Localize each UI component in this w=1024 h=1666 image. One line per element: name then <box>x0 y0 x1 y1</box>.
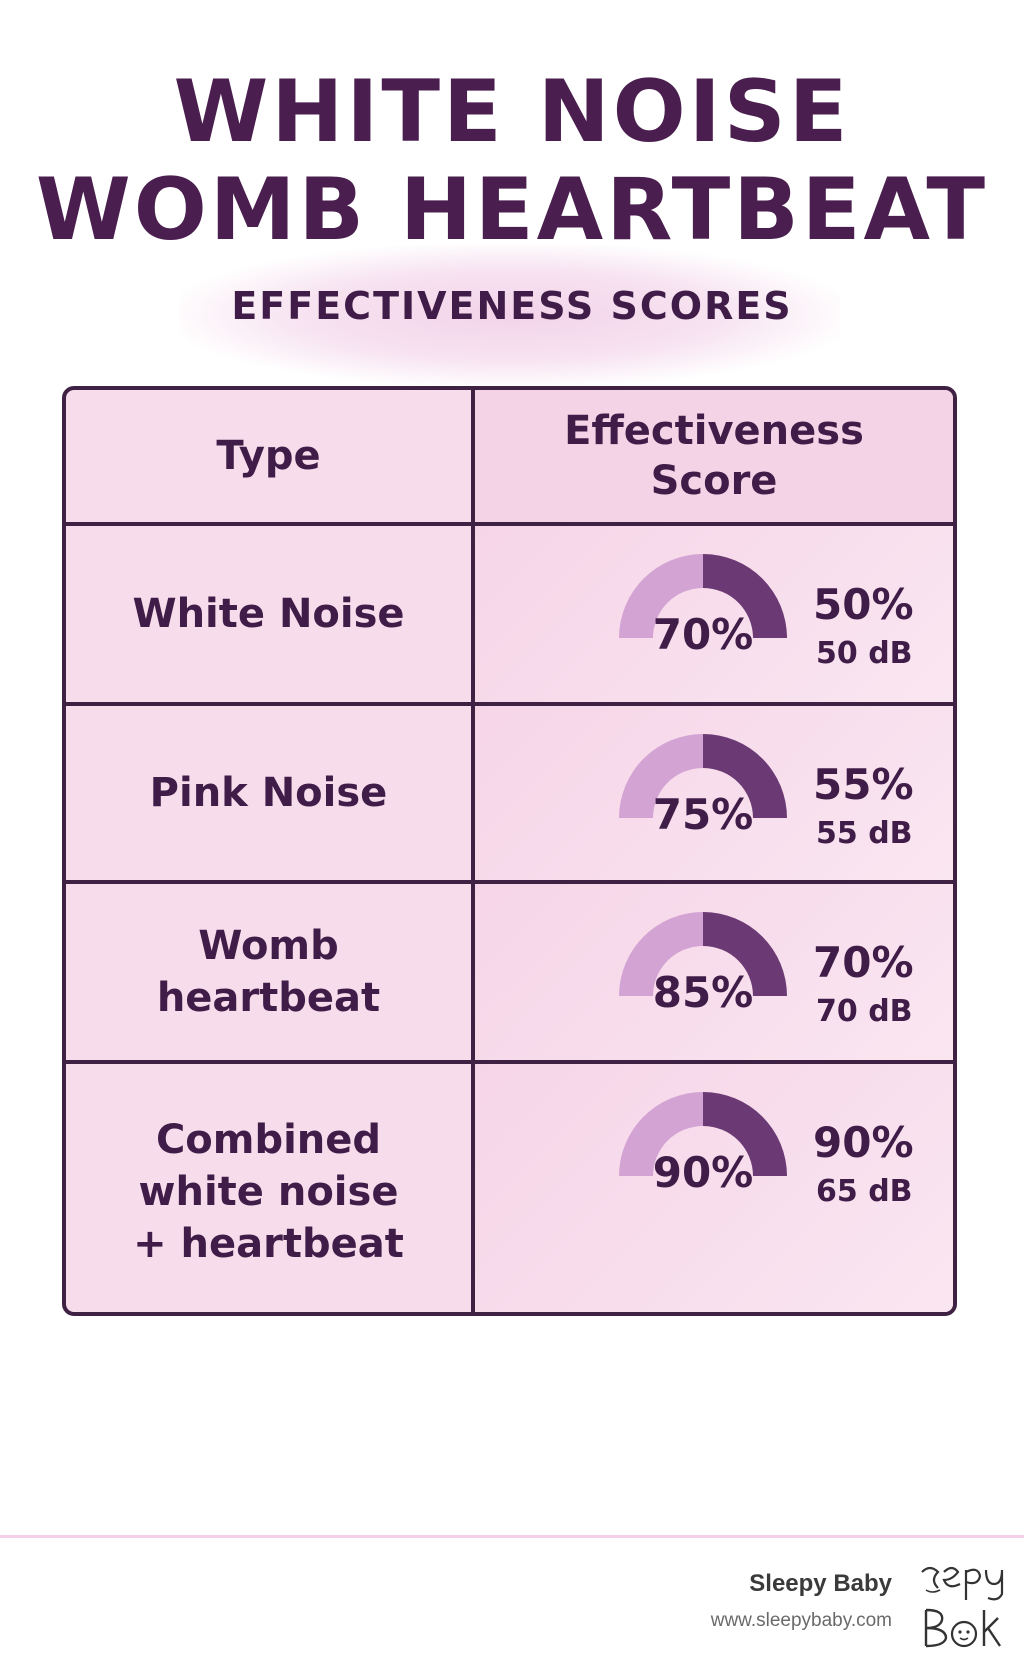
subtitle: EFFECTIVENESS SCORES <box>231 284 793 328</box>
subtitle-glow <box>180 245 840 385</box>
percent-value: 70% <box>813 938 914 987</box>
gauge-right-arc <box>703 734 787 818</box>
table-row: Womb heartbeat 85% 70% 70 dB <box>66 880 953 1060</box>
gauge-score-label: 75% <box>652 790 754 839</box>
decibel-value: 55 dB <box>816 816 913 851</box>
type-cell-label: Combined white noise + heartbeat <box>133 1117 404 1267</box>
gauge-score-label: 90% <box>652 1148 754 1197</box>
gauge-left-arc <box>619 554 703 638</box>
gauge-chart <box>619 554 787 638</box>
percent-value: 55% <box>813 760 914 809</box>
gauge-left-arc <box>619 1092 703 1176</box>
gauge-chart <box>619 1092 787 1176</box>
type-cell-label: Womb heartbeat <box>156 923 381 1021</box>
score-cell: 90% 90% 65 dB <box>471 1064 953 1312</box>
brand-name: Sleepy Baby <box>749 1570 892 1597</box>
gauge-right-arc <box>703 1092 787 1176</box>
gauge-left-arc <box>619 734 703 818</box>
brand-url: www.sleepybaby.com <box>710 1610 892 1631</box>
brand-logo-icon <box>921 1566 1004 1648</box>
gauge-chart <box>619 912 787 996</box>
title-line-1: WHITE NOISE <box>173 62 851 162</box>
decibel-value: 70 dB <box>816 994 913 1029</box>
type-cell: Pink Noise <box>149 770 388 816</box>
gauge-chart <box>619 734 787 818</box>
table-row: Combined white noise + heartbeat 90% 90%… <box>66 1060 953 1312</box>
column-header-score: Effectiveness Score <box>471 390 953 522</box>
decibel-value: 65 dB <box>816 1174 913 1209</box>
table-row: Pink Noise 75% 55% 55 dB <box>66 702 953 880</box>
type-cell: Combined white noise + heartbeat <box>66 1064 471 1312</box>
percent-value: 90% <box>813 1118 914 1167</box>
column-header-score-label: Effectiveness Score <box>564 408 864 504</box>
type-cell: White Noise <box>132 591 405 637</box>
gauge-score-label: 85% <box>652 968 754 1017</box>
gauge-right-arc <box>703 912 787 996</box>
gauge-left-arc <box>619 912 703 996</box>
effectiveness-table: Type Effectiveness Score White Noise 70%… <box>62 386 957 1316</box>
title-line-2: WOMB HEARTBEAT <box>35 160 989 260</box>
score-cell: 70% 50% 50 dB <box>471 526 953 702</box>
score-cell: 85% 70% 70 dB <box>471 884 953 1060</box>
score-cell: 75% 55% 55 dB <box>471 706 953 880</box>
decibel-value: 50 dB <box>816 636 913 671</box>
footer-divider <box>0 1535 1024 1538</box>
gauge-right-arc <box>703 554 787 638</box>
type-cell: Womb heartbeat <box>66 884 471 1060</box>
table-row: White Noise 70% 50% 50 dB <box>66 522 953 702</box>
percent-value: 50% <box>813 580 914 629</box>
column-header-type: Type <box>216 433 321 479</box>
gauge-score-label: 70% <box>652 610 754 659</box>
table-header-row: Type Effectiveness Score <box>66 390 953 522</box>
